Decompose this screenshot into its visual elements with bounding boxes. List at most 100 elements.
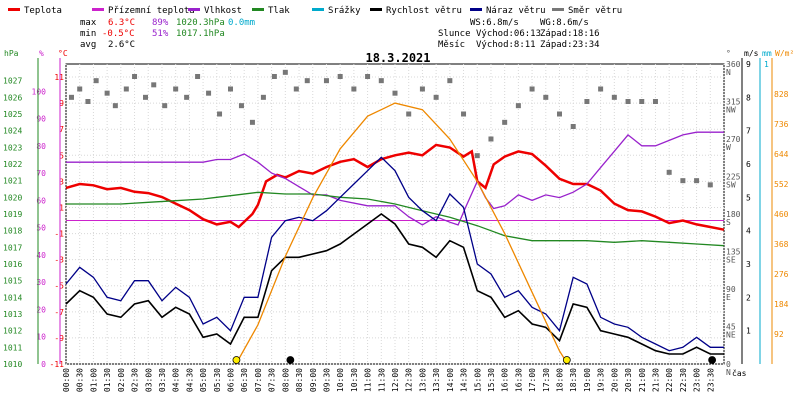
- axis-compass-label: SE: [726, 256, 736, 265]
- axis-tick-temperature_c: 7: [59, 125, 64, 134]
- legend-swatch: [8, 8, 20, 11]
- x-tick-label: 20:00: [610, 368, 619, 392]
- axis-tick-pressure_hpa: 1013: [3, 310, 22, 319]
- stat-max-label: max: [80, 18, 97, 28]
- header-info: max 6.3°C 89% 1020.3hPa 0.0mm min -0.5°C…: [4, 18, 794, 378]
- wind-direction-marker: [123, 86, 129, 92]
- x-tick-label: 10:00: [336, 368, 345, 392]
- axis-tick-solar_wm2: 276: [774, 270, 789, 279]
- legend-swatch: [92, 8, 104, 11]
- axis-tick-humidity_pct: 30: [36, 278, 46, 287]
- axis-tick-humidity_pct: 50: [36, 224, 46, 233]
- stat-avg-temp: 2.6°C: [108, 40, 135, 50]
- wind-direction-marker: [529, 86, 535, 92]
- wind-direction-marker: [365, 74, 371, 79]
- axis-compass-label: S: [726, 218, 731, 227]
- axis-tick-wind_speed_ms: 8: [746, 93, 751, 102]
- x-tick-label: 12:30: [405, 368, 414, 392]
- axis-tick-solar_wm2: 736: [774, 120, 789, 129]
- wind-direction-marker: [323, 78, 329, 84]
- stat-max-press: 1020.3hPa: [176, 18, 225, 28]
- wind-direction-marker: [447, 78, 453, 84]
- sunset-marker: [562, 356, 571, 364]
- axis-tick-wind_speed_ms: 5: [746, 193, 751, 202]
- sunrise-marker: [232, 356, 241, 364]
- x-axis-ticks: 00:00 00:30 01:00 01:30 02:00 02:30 03:00 03:30…: [62, 368, 715, 392]
- axis-tick-temperature_c: 9: [59, 99, 64, 108]
- axis-tick-pressure_hpa: 1019: [3, 210, 22, 219]
- wind-direction-marker: [419, 86, 425, 92]
- wind-direction-marker: [351, 86, 357, 92]
- wind-direction-marker: [378, 78, 384, 84]
- x-tick-label: 03:30: [158, 368, 167, 392]
- wind-direction-marker: [151, 82, 157, 88]
- x-tick-label: 10:30: [350, 368, 359, 392]
- axis-tick-temperature_c: -9: [54, 334, 64, 343]
- legend-swatch: [470, 8, 482, 11]
- axis-tick-solar_wm2: 368: [774, 240, 789, 249]
- stat-min-hum: 51%: [152, 29, 169, 39]
- axis-tick-humidity_pct: 40: [36, 251, 46, 260]
- moonset-marker: [708, 356, 717, 364]
- axis-tick-pressure_hpa: 1022: [3, 160, 22, 169]
- axis-tick-wind_speed_ms: 9: [746, 60, 751, 69]
- axis-tick-wind_dir_deg: 360: [726, 60, 741, 69]
- x-tick-label: 17:30: [542, 368, 551, 392]
- x-tick-label: 19:30: [597, 368, 606, 392]
- x-tick-label: 06:00: [227, 368, 236, 392]
- series-line-náraz-větru: [65, 156, 724, 352]
- x-tick-label: 14:00: [446, 368, 455, 392]
- axis-tick-wind_dir_deg: 45: [726, 323, 736, 332]
- legend-label: Směr větru: [568, 6, 622, 16]
- wind-direction-marker: [474, 153, 480, 159]
- x-tick-label: 22:00: [665, 368, 674, 392]
- axis-tick-wind_dir_deg: 135: [726, 248, 741, 257]
- wind-direction-marker: [488, 136, 494, 142]
- legend-label: Teplota: [24, 6, 62, 16]
- x-tick-label: 21:30: [651, 368, 660, 392]
- x-tick-label: 15:00: [473, 368, 482, 392]
- axis-tick-pressure_hpa: 1014: [3, 293, 22, 302]
- wind-direction-marker: [282, 69, 288, 75]
- axis-tick-pressure_hpa: 1011: [3, 343, 22, 352]
- wind-direction-marker: [293, 86, 299, 92]
- wind-direction-marker: [598, 86, 604, 92]
- wind-direction-marker: [304, 78, 310, 84]
- wind-direction-marker: [184, 94, 190, 100]
- axis-tick-temperature_c: -1: [54, 230, 64, 239]
- legend-swatch: [252, 8, 264, 11]
- axis-tick-pressure_hpa: 1016: [3, 260, 22, 269]
- axis-compass-label: SW: [726, 181, 736, 190]
- wind-direction-marker: [406, 111, 412, 117]
- wind-direction-marker: [680, 178, 686, 184]
- axis-compass-label: NW: [726, 106, 736, 115]
- axis-tick-solar_wm2: 92: [774, 330, 784, 339]
- axis-compass-label: N: [726, 368, 731, 377]
- legend-label: Tlak: [268, 6, 290, 16]
- sun-label: Slunce: [438, 29, 471, 39]
- axis-tick-wind_speed_ms: 2: [746, 293, 751, 302]
- x-tick-label: 18:30: [569, 368, 578, 392]
- wind-direction-marker: [249, 119, 255, 125]
- wind-direction-marker: [68, 94, 74, 100]
- axis-tick-temperature_c: -7: [54, 308, 64, 317]
- x-tick-label: 08:30: [295, 368, 304, 392]
- moon-rise: Východ:8:11: [476, 40, 536, 50]
- axis-tick-wind_dir_deg: 180: [726, 210, 741, 219]
- stat-min-temp: -0.5°C: [102, 29, 135, 39]
- axis-compass-label: NE: [726, 331, 736, 340]
- x-tick-label: 13:30: [432, 368, 441, 392]
- wind-direction-marker: [392, 90, 398, 96]
- x-tick-label: 05:30: [213, 368, 222, 392]
- wind-direction-marker: [584, 99, 590, 104]
- moonrise-marker: [286, 356, 295, 364]
- axis-compass-label: W: [726, 143, 731, 152]
- axis-compass-label: E: [726, 293, 731, 302]
- series-line-sluneční-svit: [235, 102, 569, 365]
- axis-tick-pressure_hpa: 1010: [3, 360, 22, 369]
- series-line-tlak: [66, 191, 725, 247]
- x-tick-label: 05:00: [199, 368, 208, 392]
- wind-direction-marker: [112, 103, 118, 109]
- x-tick-label: 02:30: [131, 368, 140, 392]
